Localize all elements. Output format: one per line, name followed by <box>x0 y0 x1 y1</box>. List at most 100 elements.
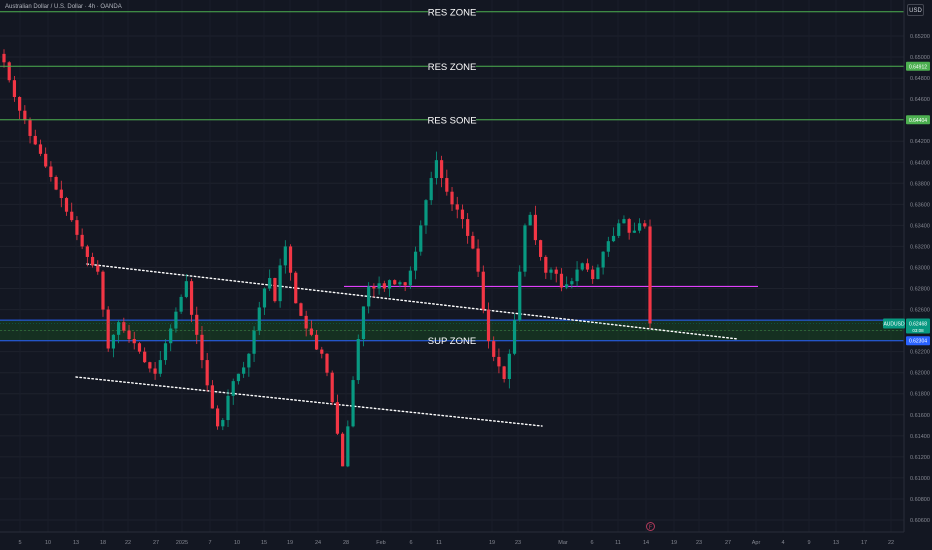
candle-body <box>288 246 293 273</box>
candle-body <box>528 214 532 226</box>
candle-body <box>476 248 480 272</box>
support-price-tag <box>906 336 930 346</box>
price-tick-label: 0.64600 <box>910 97 930 103</box>
candle-body <box>80 234 84 247</box>
candle-body <box>591 269 595 280</box>
candle-body <box>158 360 162 374</box>
candle-body <box>367 286 371 307</box>
candle-body <box>268 278 272 289</box>
resistance-label: RES ZONE <box>428 62 477 73</box>
candle-body <box>637 223 642 231</box>
time-tick-label: 17 <box>861 540 867 546</box>
candle-body <box>445 178 449 192</box>
candle-body <box>471 235 475 249</box>
candle-body <box>174 311 178 329</box>
candle-body <box>262 288 267 308</box>
time-tick-label: 19 <box>489 540 495 546</box>
time-tick-label: 10 <box>234 540 240 546</box>
candle-body <box>299 303 303 316</box>
candle-body <box>44 153 48 167</box>
candle-body <box>257 307 261 331</box>
price-tick-label: 0.64200 <box>910 139 930 145</box>
resistance-price-tag <box>906 61 930 71</box>
candle-body <box>200 334 204 361</box>
candle-body <box>23 110 27 121</box>
support-label: SUP ZONE <box>428 336 476 347</box>
candle-body <box>622 219 626 224</box>
time-tick-label: 27 <box>153 540 159 546</box>
candle-body <box>492 341 496 357</box>
candle-body <box>372 286 376 289</box>
support-price-tag-text: 0.62304 <box>909 339 927 345</box>
time-tick-label: 7 <box>208 540 211 546</box>
time-tick-label: 23 <box>696 540 702 546</box>
time-tick-label: Mar <box>558 540 568 546</box>
candle-body <box>64 198 69 212</box>
candle-body <box>247 353 251 368</box>
candle-body <box>523 225 527 272</box>
candle-body <box>283 246 287 266</box>
candle-body <box>231 381 235 396</box>
time-tick-label: Apr <box>752 540 761 546</box>
candlesticks <box>2 49 652 468</box>
candle-body <box>101 271 105 310</box>
candle-body <box>236 373 241 382</box>
countdown-value: 03:08 <box>912 328 924 333</box>
candle-body <box>28 120 32 136</box>
candle-body <box>215 408 220 427</box>
candle-body <box>570 281 574 285</box>
candle-body <box>617 223 621 236</box>
time-tick-label: 4 <box>781 540 784 546</box>
candle-body <box>33 135 37 145</box>
candle-body <box>335 402 340 434</box>
candle-body <box>575 269 579 282</box>
candle-body <box>18 97 22 111</box>
candle-body <box>533 214 537 241</box>
candle-body <box>518 271 522 321</box>
price-tick-label: 0.63200 <box>910 244 930 250</box>
price-tick-label: 0.61600 <box>910 413 930 419</box>
candle-body <box>169 328 173 344</box>
candle-body <box>611 235 616 242</box>
candle-body <box>606 241 610 252</box>
price-tick-label: 0.65000 <box>910 55 930 61</box>
price-tick-label: 0.60600 <box>910 518 930 524</box>
candle-body <box>466 219 470 236</box>
symbol-tag <box>883 318 905 329</box>
time-tick-label: 14 <box>643 540 649 546</box>
candle-body <box>434 160 439 179</box>
candle-body <box>403 282 407 286</box>
candle-body <box>96 265 100 272</box>
candle-body <box>538 240 543 257</box>
time-tick-label: 11 <box>615 540 621 546</box>
candle-body <box>2 53 6 63</box>
event-marker-icon[interactable]: F <box>646 522 655 531</box>
candle-body <box>346 426 350 467</box>
trend-lines <box>75 263 758 427</box>
candle-body <box>7 62 11 81</box>
resistance-label-bg <box>428 60 476 73</box>
price-tick-label: 0.61000 <box>910 476 930 482</box>
price-tick-label: 0.64000 <box>910 160 930 166</box>
time-tick-label: 6 <box>409 540 412 546</box>
price-tick-label: 0.65200 <box>910 34 930 40</box>
candle-body <box>554 269 558 274</box>
candle-body <box>549 269 553 273</box>
candle-body <box>455 204 459 210</box>
trend-line <box>86 263 739 340</box>
candle-body <box>137 343 142 352</box>
candle-body <box>382 283 386 289</box>
price-tick-label: 0.63800 <box>910 181 930 187</box>
price-tick-label: 0.61800 <box>910 392 930 398</box>
candle-body <box>221 420 225 427</box>
candle-body <box>75 220 79 235</box>
candle-body <box>54 176 58 190</box>
price-tick-label: 0.63400 <box>910 223 930 229</box>
currency-button[interactable]: USD <box>907 4 924 16</box>
candle-body <box>643 223 647 227</box>
candle-body <box>559 273 564 288</box>
chart-grid <box>0 35 904 521</box>
candle-body <box>59 189 63 199</box>
candle-body <box>148 362 152 369</box>
